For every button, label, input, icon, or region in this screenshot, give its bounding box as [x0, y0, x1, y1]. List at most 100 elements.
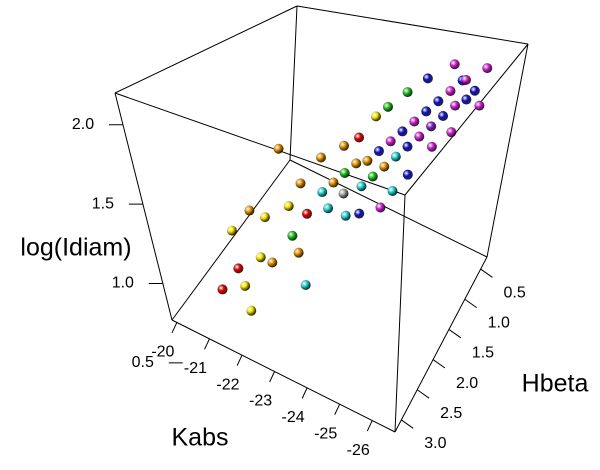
point: [340, 210, 351, 221]
x-tick-label: -23: [249, 393, 272, 410]
point: [375, 202, 386, 213]
point: [226, 225, 237, 236]
point: [317, 187, 328, 198]
point: [450, 100, 461, 111]
point: [449, 59, 460, 70]
x-tick-label: -22: [216, 376, 239, 393]
point: [233, 263, 244, 274]
point: [422, 73, 433, 84]
x-tick: [269, 371, 276, 383]
point: [426, 141, 437, 152]
point: [373, 146, 384, 157]
point: [287, 230, 298, 241]
box-edge: [171, 319, 396, 433]
x-tick: [236, 354, 243, 366]
box-edge: [289, 159, 488, 258]
point: [300, 279, 311, 290]
point: [402, 141, 413, 152]
point: [446, 127, 457, 138]
y-tick: [432, 359, 446, 369]
point: [302, 208, 313, 219]
point: [283, 201, 294, 212]
point: [354, 208, 365, 219]
point: [445, 85, 456, 96]
point: [267, 257, 278, 268]
point: [421, 106, 432, 117]
point: [338, 188, 349, 199]
box-edge: [404, 43, 529, 196]
box-edge: [486, 43, 529, 258]
point: [385, 136, 396, 147]
point: [409, 116, 420, 127]
point: [387, 185, 398, 196]
z-axis-title: log(Idiam): [20, 234, 131, 262]
point: [370, 111, 381, 122]
point: [273, 143, 284, 154]
box-edge: [114, 92, 406, 196]
point: [482, 63, 493, 74]
point: [460, 74, 471, 85]
point: [402, 169, 413, 180]
point: [362, 155, 373, 166]
y-tick: [464, 298, 477, 309]
x-tick-label: -26: [347, 442, 370, 459]
y-tick-label: 1.5: [472, 345, 494, 362]
y-tick: [401, 419, 414, 429]
y-tick-label: 1.0: [488, 314, 510, 331]
z-tick-label: 1.5: [92, 195, 114, 212]
point: [356, 181, 367, 192]
x-tick: [171, 322, 178, 334]
point: [259, 212, 270, 223]
x-tick-label: -21: [184, 360, 207, 377]
y-tick-label: 2.0: [456, 375, 478, 392]
point: [244, 205, 255, 216]
z-tick-label: 2.0: [72, 116, 94, 133]
point: [426, 121, 437, 132]
point: [328, 177, 339, 188]
x-tick: [204, 338, 210, 350]
point: [217, 284, 228, 295]
y-tick-label: 0.5: [504, 284, 526, 301]
point: [397, 126, 408, 137]
point: [351, 158, 362, 169]
point: [438, 111, 449, 122]
point: [414, 131, 425, 142]
box-edge: [114, 5, 298, 94]
point: [339, 167, 350, 178]
point: [390, 151, 401, 162]
x-tick: [301, 387, 308, 399]
box-edge: [394, 256, 488, 433]
y-tick: [480, 268, 493, 278]
x-tick-label: -20: [151, 344, 174, 361]
z-tick-label: 1.0: [112, 275, 134, 292]
point: [246, 305, 257, 316]
x-axis-title: Kabs: [172, 424, 229, 452]
y-axis-title: Hbeta: [522, 370, 589, 398]
y-tick-label: 3.0: [424, 435, 446, 452]
point: [255, 252, 266, 263]
point: [367, 171, 378, 182]
x-tick: [334, 403, 341, 415]
x-tick-label: -24: [282, 409, 305, 426]
box-edge: [289, 5, 298, 161]
point: [474, 100, 485, 111]
point: [295, 178, 306, 189]
box-edge: [394, 194, 406, 433]
z-tick-label: 0.5: [132, 354, 154, 371]
y-tick: [416, 389, 430, 399]
y-tick: [448, 329, 462, 339]
point: [354, 132, 365, 143]
x-tick: [366, 420, 373, 432]
point: [469, 85, 480, 96]
point: [461, 94, 472, 105]
point: [433, 96, 444, 107]
point: [240, 280, 251, 291]
point: [293, 247, 304, 258]
y-tick-label: 2.5: [440, 405, 462, 422]
point: [315, 152, 326, 163]
point: [382, 101, 393, 112]
point: [379, 161, 390, 172]
x-tick-label: -25: [314, 425, 337, 442]
